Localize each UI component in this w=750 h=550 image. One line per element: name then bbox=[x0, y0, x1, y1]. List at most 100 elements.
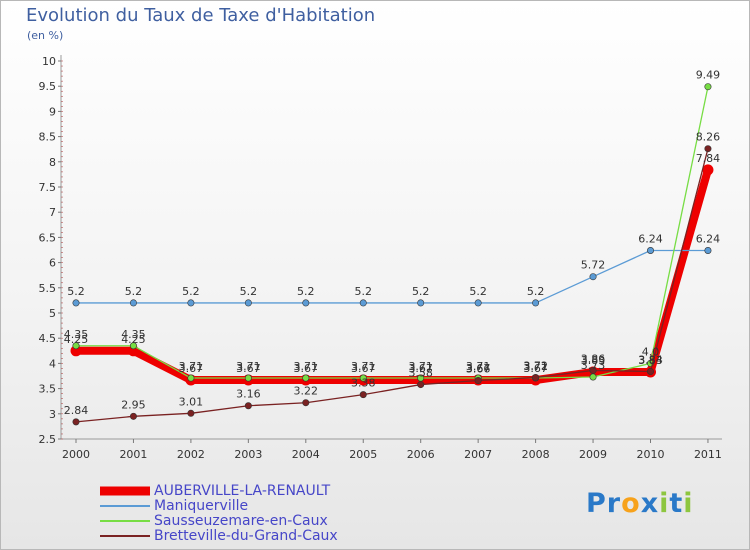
data-label: 5.2 bbox=[355, 285, 373, 298]
data-point bbox=[646, 367, 654, 375]
data-label: 3.66 bbox=[466, 363, 491, 376]
data-point bbox=[302, 374, 310, 382]
x-tick-label: 2002 bbox=[177, 448, 205, 461]
data-label: 5.72 bbox=[581, 259, 606, 272]
data-point bbox=[417, 381, 425, 389]
data-label: 3.71 bbox=[179, 360, 204, 373]
logo-letter: r bbox=[606, 488, 622, 519]
y-tick-label: 9.5 bbox=[39, 80, 57, 93]
x-tick-label: 2011 bbox=[694, 448, 722, 461]
data-point bbox=[532, 299, 540, 307]
data-label: 3.71 bbox=[351, 360, 376, 373]
legend-label: Sausseuzemare-en-Caux bbox=[154, 513, 328, 529]
y-tick-label: 7 bbox=[49, 206, 56, 219]
chart-title: Evolution du Taux de Taxe d'Habitation bbox=[26, 5, 376, 26]
data-point bbox=[127, 345, 139, 357]
legend-item: Sausseuzemare-en-Caux bbox=[100, 513, 430, 530]
x-tick-label: 2003 bbox=[234, 448, 262, 461]
data-label: 4.35 bbox=[64, 328, 89, 341]
logo-letter: o bbox=[621, 488, 641, 519]
data-point bbox=[359, 391, 367, 399]
logo-letter: i bbox=[683, 488, 694, 519]
data-label: 6.24 bbox=[638, 233, 663, 246]
data-point bbox=[72, 342, 80, 350]
x-tick-label: 2006 bbox=[407, 448, 435, 461]
data-point bbox=[129, 412, 137, 420]
data-label: 4.35 bbox=[121, 328, 146, 341]
y-tick-label: 9 bbox=[49, 105, 56, 118]
chart-legend: AUBERVILLE-LA-RENAULT Maniquerville Sausse… bbox=[100, 483, 430, 545]
data-point bbox=[646, 247, 654, 255]
y-tick-label: 4.5 bbox=[39, 332, 57, 345]
data-label: 5.2 bbox=[469, 285, 487, 298]
data-label: 3.71 bbox=[523, 360, 548, 373]
y-tick-label: 4 bbox=[49, 357, 56, 370]
data-label: 5.2 bbox=[67, 285, 85, 298]
data-point bbox=[704, 145, 712, 153]
legend-label: AUBERVILLE-LA-RENAULT bbox=[154, 483, 331, 499]
y-tick-label: 6.5 bbox=[39, 231, 57, 244]
data-point bbox=[187, 299, 195, 307]
data-point bbox=[187, 409, 195, 417]
series-3 bbox=[72, 83, 712, 382]
y-tick-label: 7.5 bbox=[39, 181, 57, 194]
y-tick-label: 2.5 bbox=[39, 433, 57, 446]
y-tick-label: 10 bbox=[42, 55, 56, 68]
legend-item: Bretteville-du-Grand-Caux bbox=[100, 528, 430, 545]
y-tick-label: 3 bbox=[49, 408, 56, 421]
data-label: 3.67 bbox=[179, 362, 204, 375]
data-point bbox=[72, 299, 80, 307]
data-point bbox=[244, 299, 252, 307]
y-tick-label: 5.5 bbox=[39, 282, 57, 295]
data-point bbox=[702, 164, 714, 176]
data-point bbox=[589, 373, 597, 381]
data-label: 3.38 bbox=[351, 377, 376, 390]
data-point bbox=[244, 402, 252, 410]
legend-swatch bbox=[100, 500, 150, 512]
data-point bbox=[187, 374, 195, 382]
data-point bbox=[359, 299, 367, 307]
data-point bbox=[129, 342, 137, 350]
x-tick-label: 2001 bbox=[119, 448, 147, 461]
data-point bbox=[70, 345, 82, 357]
data-label: 5.2 bbox=[412, 285, 430, 298]
y-tick-label: 3.5 bbox=[39, 383, 57, 396]
data-label: 3.84 bbox=[638, 353, 663, 366]
data-label: 4.0 bbox=[642, 345, 660, 358]
data-label: 6.24 bbox=[696, 233, 721, 246]
x-tick-label: 2009 bbox=[579, 448, 607, 461]
data-label: 3.72 bbox=[523, 360, 548, 373]
data-label: 3.22 bbox=[294, 385, 319, 398]
y-tick-label: 8.5 bbox=[39, 131, 57, 144]
x-tick-label: 2000 bbox=[62, 448, 90, 461]
data-label: 4.25 bbox=[64, 333, 89, 346]
y-tick-label: 8 bbox=[49, 156, 56, 169]
logo-letter: P bbox=[586, 488, 607, 519]
data-point bbox=[244, 374, 252, 382]
data-label: 3.86 bbox=[581, 352, 606, 365]
data-label: 3.16 bbox=[236, 388, 261, 401]
series-line bbox=[75, 249, 709, 304]
legend-swatch bbox=[100, 515, 150, 527]
data-label: 3.83 bbox=[581, 354, 606, 367]
data-label: 8.26 bbox=[696, 131, 721, 144]
y-tick-label: 6 bbox=[49, 257, 56, 270]
series-2 bbox=[72, 247, 712, 307]
data-point bbox=[302, 299, 310, 307]
data-label: 2.84 bbox=[64, 404, 89, 417]
data-label: 4.25 bbox=[121, 333, 146, 346]
x-tick-label: 2010 bbox=[637, 448, 665, 461]
data-point bbox=[532, 374, 540, 382]
chart-subtitle: (en %) bbox=[27, 29, 64, 42]
series-line bbox=[72, 165, 712, 385]
y-tick-label: 5 bbox=[49, 307, 56, 320]
data-label: 3.67 bbox=[466, 362, 491, 375]
series-1 bbox=[70, 164, 714, 386]
data-point bbox=[474, 377, 482, 385]
x-tick-label: 2008 bbox=[522, 448, 550, 461]
logo-letter: x bbox=[640, 488, 660, 519]
data-point bbox=[589, 366, 597, 374]
data-point bbox=[129, 299, 137, 307]
